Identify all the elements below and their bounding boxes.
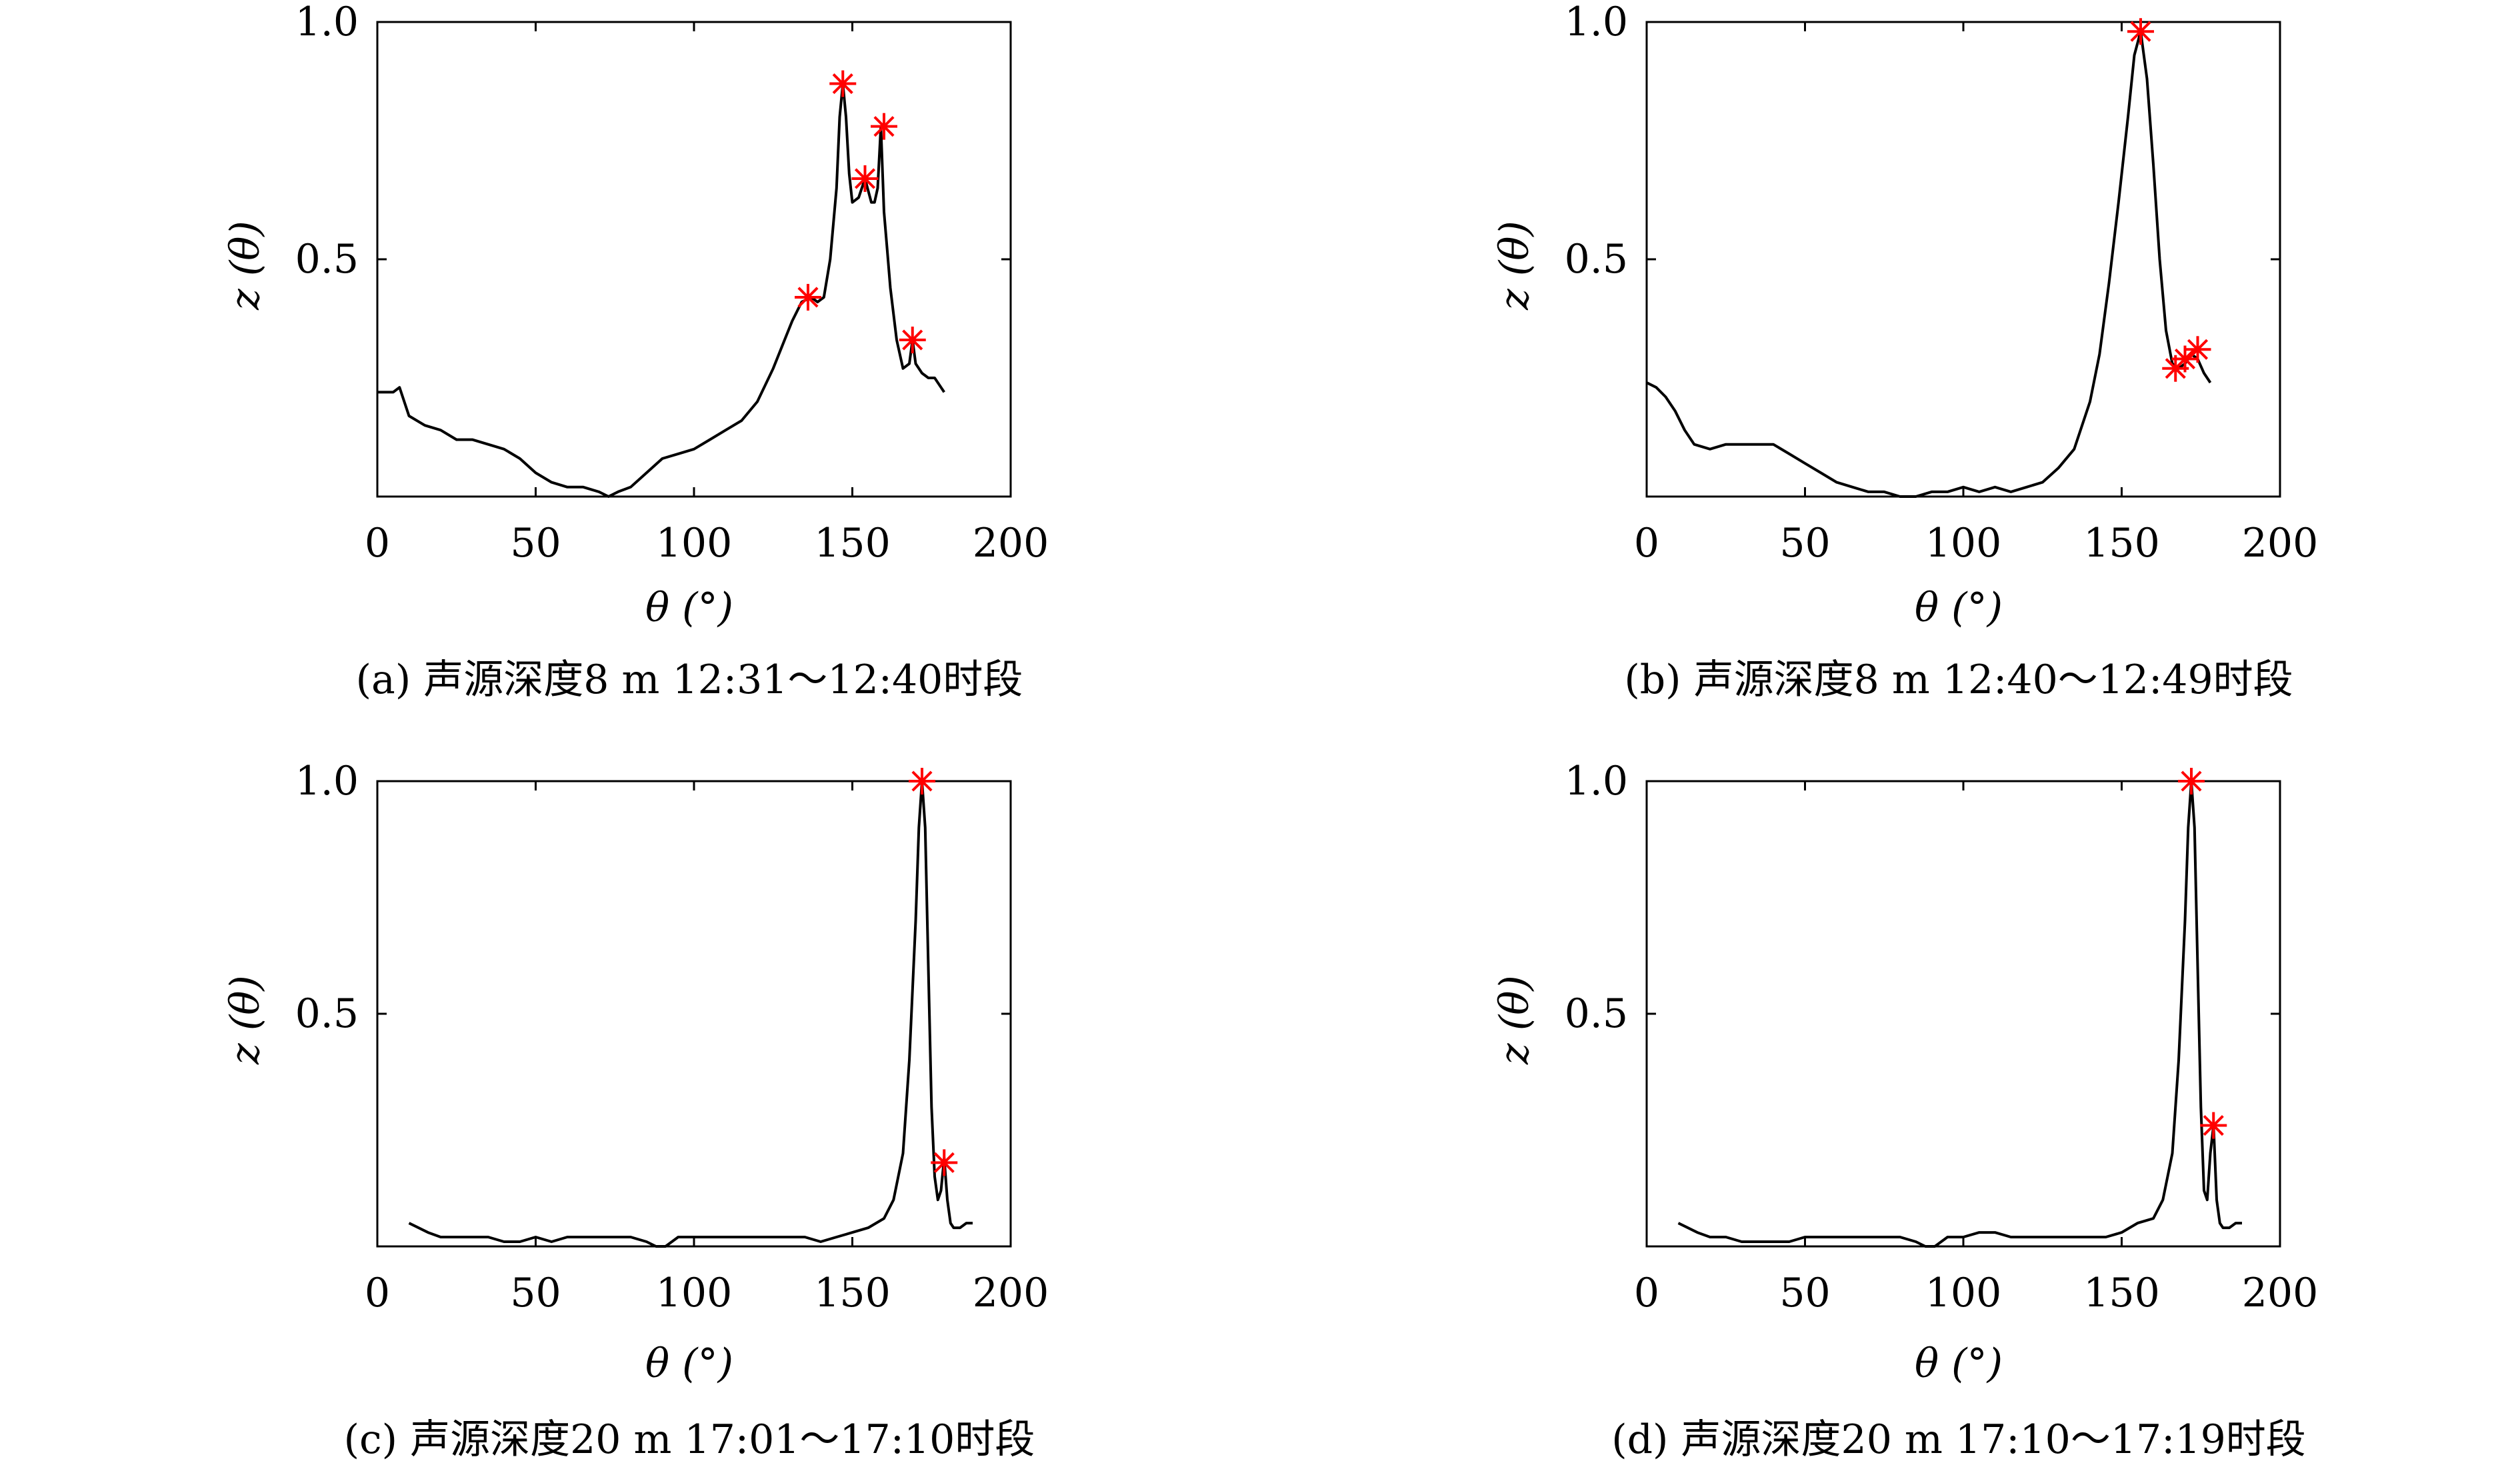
panel-b-caption: (b) 声源深度8 m 12:40～12:49时段 bbox=[1624, 657, 2293, 703]
panel-a-peak-marker bbox=[795, 283, 821, 311]
panel-d-xtick-label: 150 bbox=[2083, 1270, 2160, 1316]
panel-c-xtick-label: 100 bbox=[656, 1270, 733, 1316]
panel-b-series-line bbox=[1646, 30, 2212, 498]
panel-c: (c) 声源深度20 m 17:01～17:10时段 θ (°) z (θ) 0… bbox=[222, 758, 1049, 1463]
panel-d-caption: (d) 声源深度20 m 17:10～17:19时段 bbox=[1611, 1416, 2306, 1463]
panel-d-xlabel: θ (°) bbox=[1915, 1340, 2003, 1387]
panel-a-ytick-label: 1.0 bbox=[295, 0, 359, 45]
panel-b-ytick-label: 0.5 bbox=[1565, 236, 1628, 283]
panel-d-ytick-label: 1.0 bbox=[1565, 758, 1628, 804]
panel-d-axes-box bbox=[1645, 780, 2281, 1248]
panel-a-peak-marker bbox=[829, 70, 857, 97]
panel-b-xlabel: θ (°) bbox=[1915, 585, 2003, 631]
panel-b: (b) 声源深度8 m 12:40～12:49时段 θ (°) z (θ) 0 5… bbox=[1491, 0, 2318, 703]
panel-b-peak-marker bbox=[2127, 18, 2154, 45]
panel-a-xtick-label: 200 bbox=[973, 520, 1049, 567]
panel-a-xtick-label: 0 bbox=[365, 520, 390, 567]
panel-d-xtick-label: 200 bbox=[2242, 1270, 2319, 1316]
panel-b-xtick-label: 0 bbox=[1634, 520, 1659, 567]
panel-c-xtick-label: 0 bbox=[365, 1270, 390, 1316]
panel-b-xtick-label: 50 bbox=[1779, 520, 1830, 567]
panel-d: (d) 声源深度20 m 17:10～17:19时段 θ (°) z (θ) 0… bbox=[1491, 758, 2318, 1463]
panel-c-series-line bbox=[408, 780, 973, 1248]
panel-a-series-line bbox=[377, 82, 945, 498]
panel-a-xtick-label: 100 bbox=[656, 520, 733, 567]
panel-a-peak-marker bbox=[899, 327, 926, 354]
panel-a-xtick-label: 150 bbox=[814, 520, 891, 567]
panel-c-axes-box bbox=[376, 780, 1012, 1248]
panel-d-xtick-label: 100 bbox=[1925, 1270, 2002, 1316]
panel-d-xtick-label: 0 bbox=[1634, 1270, 1659, 1316]
panel-a: (a) 声源深度8 m 12:31～12:40时段 θ (°) z (θ) 0 5… bbox=[222, 0, 1049, 703]
panel-c-xtick-label: 200 bbox=[973, 1270, 1049, 1316]
panel-a-ytick-label: 0.5 bbox=[295, 236, 359, 283]
panel-a-ylabel: z (θ) bbox=[222, 221, 269, 311]
panel-c-peak-marker bbox=[931, 1149, 958, 1176]
panel-b-ylabel: z (θ) bbox=[1491, 221, 1538, 311]
panel-b-axes-box bbox=[1645, 21, 2281, 498]
panel-d-xtick-label: 50 bbox=[1779, 1270, 1830, 1316]
panel-b-ytick-label: 1.0 bbox=[1565, 0, 1628, 45]
panel-b-peak-marker bbox=[2184, 336, 2211, 363]
panel-d-ytick-label: 0.5 bbox=[1565, 990, 1628, 1037]
panel-a-xlabel: θ (°) bbox=[645, 585, 733, 631]
panel-b-xtick-label: 100 bbox=[1925, 520, 2002, 567]
panel-a-xtick-label: 50 bbox=[510, 520, 561, 567]
panel-c-xlabel: θ (°) bbox=[645, 1340, 733, 1387]
panel-c-ytick-label: 0.5 bbox=[295, 990, 359, 1037]
panel-a-peak-marker bbox=[871, 113, 897, 140]
panel-a-peak-marker bbox=[851, 165, 879, 192]
panel-c-xtick-label: 150 bbox=[814, 1270, 891, 1316]
panel-c-ytick-label: 1.0 bbox=[295, 758, 359, 804]
panel-c-peak-marker bbox=[909, 768, 935, 794]
panel-a-axes-box bbox=[376, 21, 1012, 498]
panel-b-xtick-label: 200 bbox=[2242, 520, 2319, 567]
panel-a-caption: (a) 声源深度8 m 12:31～12:40时段 bbox=[356, 657, 1023, 703]
panel-d-series-line bbox=[1677, 780, 2242, 1248]
panel-c-ylabel: z (θ) bbox=[222, 975, 269, 1065]
panel-d-ylabel: z (θ) bbox=[1491, 975, 1538, 1065]
panel-d-peak-marker bbox=[2200, 1112, 2227, 1139]
panel-c-caption: (c) 声源深度20 m 17:01～17:10时段 bbox=[344, 1416, 1035, 1463]
panel-b-xtick-label: 150 bbox=[2083, 520, 2160, 567]
panel-d-peak-marker bbox=[2178, 768, 2205, 794]
panel-c-xtick-label: 50 bbox=[510, 1270, 561, 1316]
